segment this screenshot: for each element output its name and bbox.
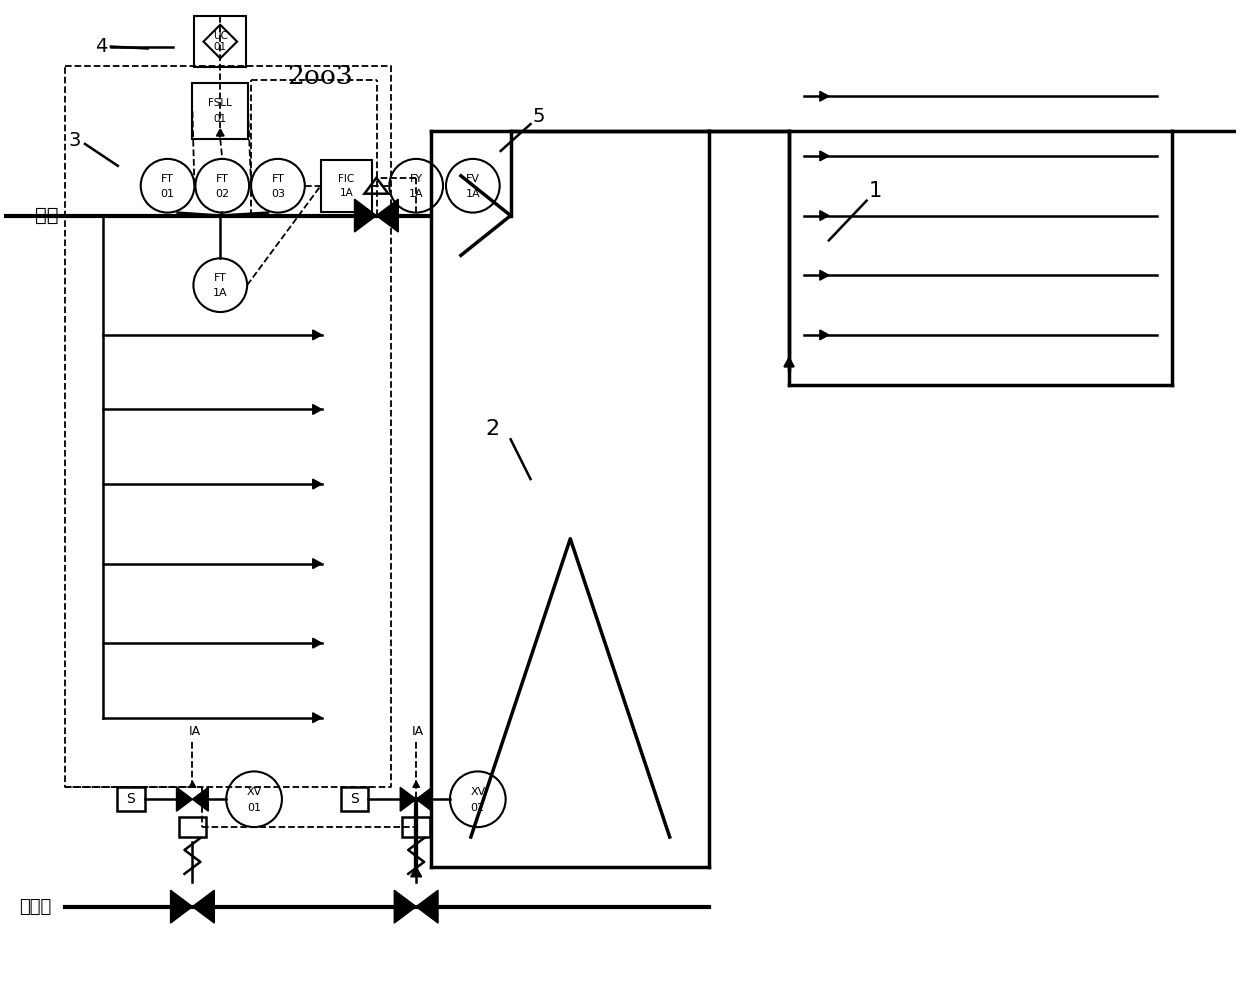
Text: FT: FT — [272, 174, 284, 184]
Polygon shape — [401, 787, 417, 811]
Text: 1A: 1A — [465, 189, 480, 199]
Text: FSLL: FSLL — [208, 98, 232, 108]
Polygon shape — [417, 787, 432, 811]
Polygon shape — [190, 781, 196, 787]
Text: 02: 02 — [216, 189, 229, 199]
Text: 01: 01 — [160, 189, 175, 199]
Polygon shape — [820, 211, 828, 220]
Polygon shape — [820, 330, 828, 339]
Polygon shape — [820, 92, 828, 101]
Text: 4: 4 — [94, 37, 107, 56]
Polygon shape — [820, 271, 828, 280]
Text: 01: 01 — [213, 114, 227, 124]
Polygon shape — [312, 639, 321, 648]
Text: FV: FV — [466, 174, 480, 184]
Text: 2: 2 — [486, 419, 500, 439]
Text: S: S — [350, 792, 358, 806]
Text: 1A: 1A — [409, 189, 424, 199]
Polygon shape — [312, 559, 321, 569]
Bar — [117, 787, 145, 811]
Text: FT: FT — [213, 274, 227, 283]
Text: S: S — [126, 792, 135, 806]
Text: 1A: 1A — [213, 288, 228, 298]
Text: FY: FY — [409, 174, 423, 184]
Text: XV: XV — [247, 787, 262, 797]
Text: 进料: 进料 — [35, 206, 58, 225]
Text: 5: 5 — [532, 106, 544, 126]
Polygon shape — [784, 358, 794, 367]
Text: 02: 02 — [471, 803, 485, 813]
Bar — [195, 16, 246, 68]
Text: IA: IA — [188, 724, 201, 738]
Bar — [341, 787, 368, 811]
Polygon shape — [410, 867, 422, 877]
Text: FIC: FIC — [339, 173, 355, 183]
Polygon shape — [355, 199, 377, 232]
Polygon shape — [394, 891, 417, 923]
Bar — [402, 817, 430, 837]
Polygon shape — [312, 404, 321, 414]
Text: UC: UC — [213, 31, 228, 41]
Bar — [321, 159, 372, 212]
Polygon shape — [192, 787, 208, 811]
Polygon shape — [176, 787, 192, 811]
Text: FT: FT — [216, 174, 228, 184]
Polygon shape — [217, 129, 224, 136]
Polygon shape — [820, 151, 828, 160]
Text: FT: FT — [161, 174, 174, 184]
Polygon shape — [192, 891, 215, 923]
Polygon shape — [417, 891, 438, 923]
Text: 01: 01 — [213, 42, 227, 52]
Polygon shape — [784, 358, 794, 367]
Polygon shape — [312, 479, 321, 489]
Polygon shape — [413, 781, 419, 787]
Polygon shape — [312, 330, 321, 339]
Bar — [192, 84, 248, 139]
Polygon shape — [171, 891, 192, 923]
Text: 燃料气: 燃料气 — [19, 897, 51, 916]
Bar — [179, 817, 206, 837]
Polygon shape — [312, 712, 321, 722]
Text: 1A: 1A — [340, 188, 353, 198]
Text: 1: 1 — [868, 181, 882, 201]
Text: 3: 3 — [69, 132, 82, 151]
Text: 2oo3: 2oo3 — [286, 64, 352, 89]
Text: XV: XV — [470, 787, 485, 797]
Text: 03: 03 — [272, 189, 285, 199]
Polygon shape — [377, 199, 398, 232]
Text: 01: 01 — [247, 803, 262, 813]
Text: IA: IA — [412, 724, 424, 738]
